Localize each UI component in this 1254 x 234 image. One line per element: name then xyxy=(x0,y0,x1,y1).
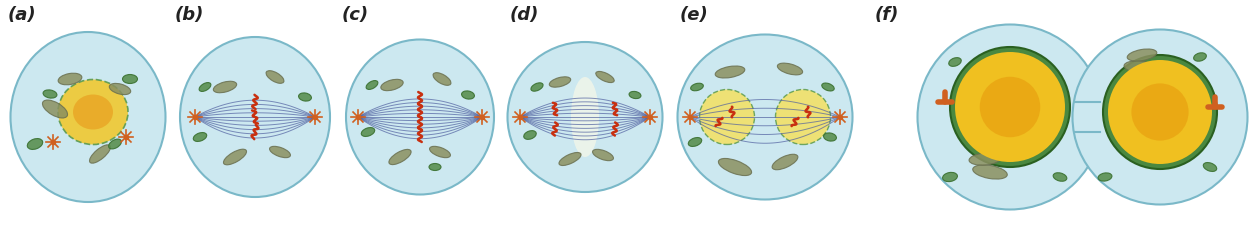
Ellipse shape xyxy=(73,95,113,129)
Ellipse shape xyxy=(346,40,494,194)
Ellipse shape xyxy=(193,132,207,142)
Ellipse shape xyxy=(1109,60,1213,164)
Ellipse shape xyxy=(715,66,745,78)
Ellipse shape xyxy=(1131,83,1189,141)
Ellipse shape xyxy=(951,47,1070,167)
Ellipse shape xyxy=(530,83,543,91)
Ellipse shape xyxy=(109,83,130,95)
Ellipse shape xyxy=(429,164,441,171)
Ellipse shape xyxy=(719,158,751,176)
Text: (c): (c) xyxy=(342,6,369,24)
Ellipse shape xyxy=(979,77,1041,137)
Ellipse shape xyxy=(777,63,803,75)
Ellipse shape xyxy=(266,71,283,83)
Text: (b): (b) xyxy=(176,6,204,24)
Ellipse shape xyxy=(43,100,68,118)
Ellipse shape xyxy=(524,131,537,139)
Ellipse shape xyxy=(1104,55,1216,169)
Text: (f): (f) xyxy=(875,6,899,24)
Ellipse shape xyxy=(956,52,1065,162)
Ellipse shape xyxy=(461,91,474,99)
Ellipse shape xyxy=(43,90,56,98)
Ellipse shape xyxy=(366,80,377,89)
Text: (e): (e) xyxy=(680,6,709,24)
Ellipse shape xyxy=(571,77,599,157)
Ellipse shape xyxy=(677,34,853,200)
Text: (a): (a) xyxy=(8,6,36,24)
Ellipse shape xyxy=(1124,61,1156,73)
Ellipse shape xyxy=(123,74,138,84)
Ellipse shape xyxy=(10,32,166,202)
Ellipse shape xyxy=(28,139,43,150)
Ellipse shape xyxy=(949,58,962,66)
Ellipse shape xyxy=(918,25,1102,209)
Ellipse shape xyxy=(691,83,703,91)
Ellipse shape xyxy=(361,128,375,136)
Ellipse shape xyxy=(549,77,571,87)
Ellipse shape xyxy=(213,81,237,93)
Ellipse shape xyxy=(943,172,957,182)
Ellipse shape xyxy=(199,83,211,91)
Ellipse shape xyxy=(270,146,291,158)
Ellipse shape xyxy=(433,73,451,85)
Ellipse shape xyxy=(223,149,247,165)
Ellipse shape xyxy=(596,71,614,83)
Ellipse shape xyxy=(109,139,122,149)
Text: (d): (d) xyxy=(510,6,539,24)
Ellipse shape xyxy=(1127,49,1156,61)
Ellipse shape xyxy=(1099,173,1112,181)
Ellipse shape xyxy=(430,146,450,158)
Ellipse shape xyxy=(1072,29,1248,205)
Ellipse shape xyxy=(181,37,330,197)
Ellipse shape xyxy=(688,138,702,146)
Ellipse shape xyxy=(593,149,613,161)
Ellipse shape xyxy=(775,89,830,145)
Ellipse shape xyxy=(381,79,404,91)
Ellipse shape xyxy=(298,93,311,101)
Ellipse shape xyxy=(508,42,662,192)
Ellipse shape xyxy=(969,153,1001,165)
Ellipse shape xyxy=(58,73,82,85)
Ellipse shape xyxy=(772,154,798,170)
Ellipse shape xyxy=(973,165,1007,179)
Ellipse shape xyxy=(824,133,836,141)
Ellipse shape xyxy=(1053,173,1067,181)
Ellipse shape xyxy=(700,89,755,145)
Ellipse shape xyxy=(1194,53,1206,61)
Ellipse shape xyxy=(58,80,128,145)
Ellipse shape xyxy=(1204,163,1216,172)
Ellipse shape xyxy=(559,153,581,165)
Ellipse shape xyxy=(389,149,411,165)
Ellipse shape xyxy=(630,91,641,99)
Ellipse shape xyxy=(821,83,834,91)
Ellipse shape xyxy=(89,145,110,163)
